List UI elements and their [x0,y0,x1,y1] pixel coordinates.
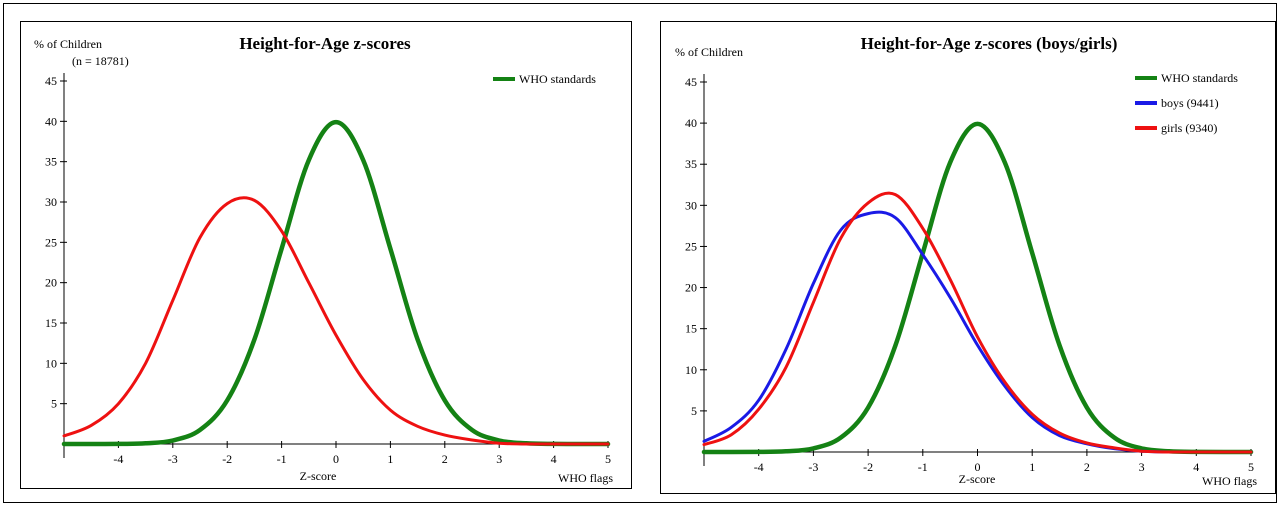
x-tick-label: 0 [333,452,339,466]
x-axis-label: Z-score [959,472,996,486]
chart-right-svg: Height-for-Age z-scores (boys/girls) % o… [675,34,1257,488]
y-tick-label: 35 [45,155,57,169]
x-tick-label: -1 [277,452,287,466]
series-lines [701,121,1254,455]
y-tick-label: 5 [691,404,697,418]
y-tick-label: 10 [685,363,697,377]
series-line-boys-9441 [702,210,1253,454]
x-tick-label: -2 [222,452,232,466]
x-tick-label: -1 [918,460,928,474]
y-tick-label: 30 [45,195,57,209]
series-line-who-standards [701,121,1254,455]
y-tick-label: 15 [45,316,57,330]
y-tick-label: 10 [45,356,57,370]
y-tick-label: 20 [45,276,57,290]
y-axis-label: % of Children [675,45,743,59]
y-tick-label: 35 [685,157,697,171]
x-tick-label: 4 [1193,460,1199,474]
chart-panel-right: Height-for-Age z-scores (boys/girls) % o… [660,21,1276,494]
x-tick-label: 2 [442,452,448,466]
x-tick-label: -4 [754,460,764,474]
chart-left-svg: Height-for-Age z-scores % of Children (n… [34,34,613,485]
legend-label: girls (9340) [1161,121,1217,135]
legend-label: boys (9441) [1161,96,1219,110]
x-tick-label: 5 [605,452,611,466]
y-tick-label: 20 [685,281,697,295]
series-line-survey [62,196,610,446]
x-tick-label: 1 [387,452,393,466]
x-tick-label: 3 [1139,460,1145,474]
x-axis-label: Z-score [300,469,337,483]
series-line-girls-9340 [702,191,1253,454]
y-tick-label: 45 [45,74,57,88]
chart-title: Height-for-Age z-scores (boys/girls) [861,34,1118,53]
y-tick-label: 25 [45,235,57,249]
series-lines [61,119,611,447]
y-tick-label: 25 [685,239,697,253]
y-tick-label: 45 [685,75,697,89]
legend-label: WHO standards [1161,71,1238,85]
x-tick-label: 4 [551,452,557,466]
y-tick-label: 15 [685,322,697,336]
x-tick-label: 0 [975,460,981,474]
legend: WHO standards boys (9441) girls (9340) [1135,71,1238,135]
x-tick-label: 3 [496,452,502,466]
sample-size-note: (n = 18781) [72,54,129,68]
chart-title: Height-for-Age z-scores [239,34,411,53]
y-tick-label: 40 [685,116,697,130]
y-tick-label: 30 [685,198,697,212]
x-tick-label: -3 [168,452,178,466]
legend: WHO standards [493,72,596,86]
x-tick-label: -3 [808,460,818,474]
x-tick-label: 5 [1248,460,1254,474]
y-tick-label: 40 [45,114,57,128]
legend-label: WHO standards [519,72,596,86]
x-tick-label: -4 [113,452,123,466]
series-line-who-standards [61,119,611,447]
flag-label: WHO flags [558,471,613,485]
y-tick-label: 5 [51,397,57,411]
x-tick-label: 1 [1029,460,1035,474]
x-tick-label: -2 [863,460,873,474]
chart-panel-left: Height-for-Age z-scores % of Children (n… [20,21,632,489]
flag-label: WHO flags [1202,474,1257,488]
y-axis-label: % of Children [34,37,102,51]
x-tick-label: 2 [1084,460,1090,474]
